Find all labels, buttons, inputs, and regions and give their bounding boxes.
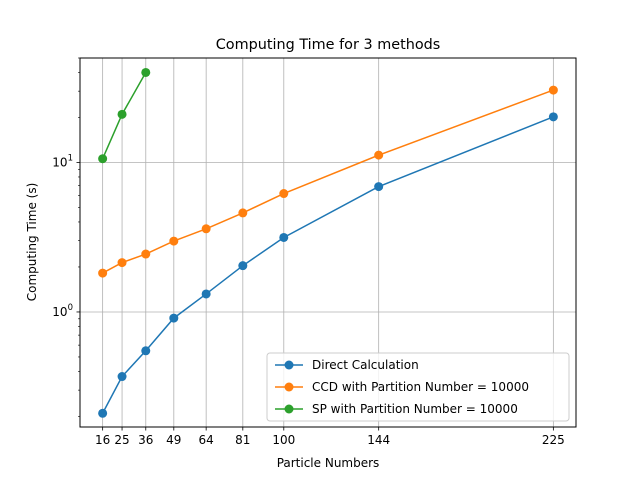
x-axis: 16 25 36 49 64 81 100 144 225 <box>95 427 565 447</box>
x-axis-label: Particle Numbers <box>277 456 380 470</box>
chart-title: Computing Time for 3 methods <box>216 37 441 53</box>
data-point <box>141 67 151 77</box>
data-point <box>141 346 151 356</box>
x-tick-label: 144 <box>367 433 390 447</box>
data-point <box>201 289 211 299</box>
series-1 <box>98 85 558 278</box>
series-0 <box>98 112 558 418</box>
legend-marker <box>284 404 294 414</box>
data-point <box>169 313 179 323</box>
data-point <box>374 150 384 160</box>
x-tick-label: 64 <box>199 433 214 447</box>
legend: Direct Calculation CCD with Partition Num… <box>266 352 570 422</box>
legend-box <box>266 352 570 422</box>
y-tick-label-exponent: 0 <box>68 303 73 313</box>
legend-label: SP with Partition Number = 10000 <box>312 402 518 416</box>
data-point <box>201 224 211 234</box>
legend-marker <box>284 360 294 370</box>
series-2 <box>98 67 151 164</box>
data-point <box>238 208 248 218</box>
x-tick-label: 225 <box>542 433 565 447</box>
data-point <box>98 268 108 278</box>
data-point <box>98 408 108 418</box>
y-tick-label: 100 <box>52 303 73 319</box>
legend-label: Direct Calculation <box>312 358 419 372</box>
plot-frame <box>79 57 577 428</box>
y-axis-label: Computing Time (s) <box>25 183 39 302</box>
y-tick-label-base: 10 <box>52 305 67 319</box>
data-point <box>374 182 384 192</box>
x-tick-label: 100 <box>272 433 295 447</box>
x-tick-label: 49 <box>166 433 181 447</box>
data-point <box>238 261 248 271</box>
y-tick-label-exponent: 1 <box>68 153 73 163</box>
x-tick-label: 25 <box>114 433 129 447</box>
data-point <box>169 236 179 246</box>
data-point <box>117 258 127 268</box>
data-point <box>141 249 151 259</box>
x-tick-label: 36 <box>138 433 153 447</box>
x-tick-label: 81 <box>235 433 250 447</box>
data-point <box>117 109 127 119</box>
legend-label: CCD with Partition Number = 10000 <box>312 380 529 394</box>
y-tick-label-base: 10 <box>52 155 67 169</box>
data-point <box>279 189 289 199</box>
legend-marker <box>284 382 294 392</box>
data-point <box>548 112 558 122</box>
data-point <box>279 232 289 242</box>
x-tick-label: 16 <box>95 433 110 447</box>
data-point <box>98 154 108 164</box>
y-tick-label: 101 <box>52 153 73 169</box>
data-point <box>548 85 558 95</box>
data-point <box>117 372 127 382</box>
series-layer <box>98 67 558 418</box>
